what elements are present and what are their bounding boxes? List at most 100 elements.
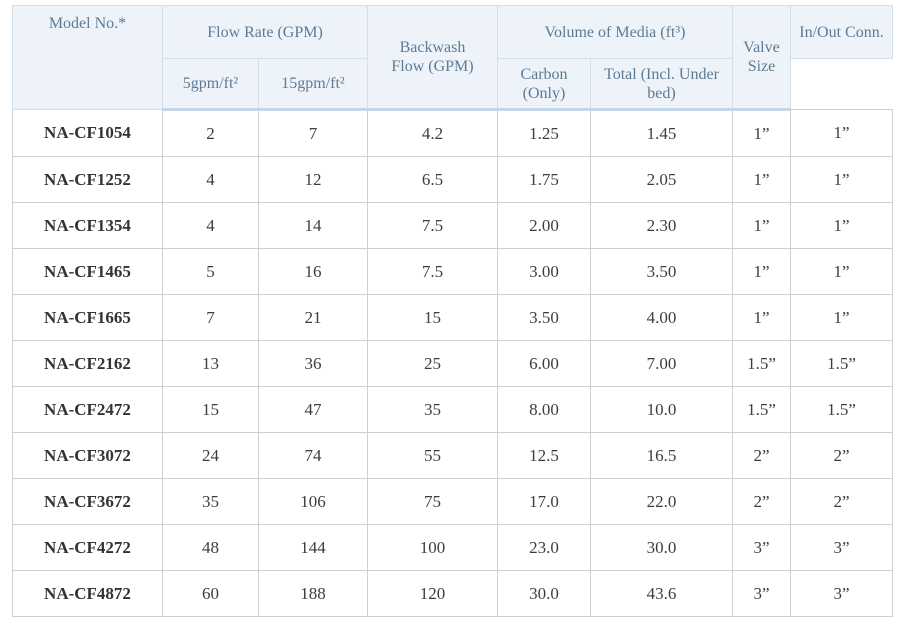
cell-flow-15: 74 [258,432,368,479]
cell-flow-15: 36 [258,340,368,387]
table-row: NA-CF2472 15 47 35 8.00 10.0 1.5” 1.5” [12,386,894,433]
cell-inout: 3” [790,524,894,571]
cell-flow-15: 14 [258,202,368,249]
cell-carbon: 2.00 [497,202,591,249]
cell-inout: 1” [790,156,894,203]
table-row: NA-CF4272 48 144 100 23.0 30.0 3” 3” [12,524,894,571]
cell-inout: 2” [790,478,894,525]
cell-carbon: 8.00 [497,386,591,433]
header-flow-5: 5gpm/ft² [162,58,259,111]
table-row: NA-CF3672 35 106 75 17.0 22.0 2” 2” [12,478,894,525]
cell-flow-15: 188 [258,570,368,617]
cell-carbon: 3.50 [497,294,591,341]
cell-model: NA-CF4272 [12,524,163,571]
header-model: Model No.* [12,5,163,110]
header-valve: Valve Size [732,5,792,111]
cell-total: 1.45 [589,109,734,157]
cell-flow-15: 7 [258,109,368,157]
cell-backwash: 7.5 [367,202,498,249]
cell-valve: 2” [732,478,792,525]
cell-total: 2.30 [589,202,734,249]
cell-flow-5: 35 [162,478,259,525]
cell-flow-15: 106 [258,478,368,525]
cell-model: NA-CF1354 [12,202,163,249]
header-backwash: Backwash Flow (GPM) [367,5,498,111]
cell-model: NA-CF1252 [12,156,163,203]
table-row: NA-CF1252 4 12 6.5 1.75 2.05 1” 1” [12,156,894,203]
header-carbon: Carbon (Only) [497,58,591,111]
cell-flow-5: 5 [162,248,259,295]
cell-model: NA-CF4872 [12,570,163,617]
specifications-table: Model No.* Flow Rate (GPM) Backwash Flow… [12,5,894,617]
cell-flow-5: 48 [162,524,259,571]
header-flow-15: 15gpm/ft² [258,58,368,111]
header-flow-rate: Flow Rate (GPM) [162,5,368,59]
cell-flow-15: 144 [258,524,368,571]
cell-valve: 3” [732,524,792,571]
cell-model: NA-CF1465 [12,248,163,295]
cell-flow-5: 2 [162,109,259,157]
header-blank [790,58,893,110]
table-row: NA-CF1465 5 16 7.5 3.00 3.50 1” 1” [12,248,894,295]
cell-valve: 1.5” [732,386,792,433]
header-total: Total (Incl. Under bed) [589,58,734,111]
cell-inout: 3” [790,570,894,617]
cell-total: 16.5 [589,432,734,479]
table-row: NA-CF1354 4 14 7.5 2.00 2.30 1” 1” [12,202,894,249]
cell-inout: 2” [790,432,894,479]
cell-valve: 1” [732,109,792,157]
header-volume: Volume of Media (ft³) [496,5,734,59]
cell-total: 43.6 [589,570,734,617]
cell-flow-15: 12 [258,156,368,203]
cell-model: NA-CF1665 [12,294,163,341]
cell-inout: 1” [790,248,894,295]
cell-total: 2.05 [589,156,734,203]
cell-carbon: 3.00 [497,248,591,295]
cell-total: 30.0 [589,524,734,571]
cell-valve: 3” [732,570,792,617]
cell-carbon: 1.75 [497,156,591,203]
cell-backwash: 25 [367,340,498,387]
cell-flow-5: 4 [162,202,259,249]
table-row: NA-CF2162 13 36 25 6.00 7.00 1.5” 1.5” [12,340,894,387]
cell-inout: 1.5” [790,340,894,387]
table-row: NA-CF3072 24 74 55 12.5 16.5 2” 2” [12,432,894,479]
cell-valve: 1” [732,202,792,249]
cell-flow-15: 16 [258,248,368,295]
cell-valve: 2” [732,432,792,479]
cell-total: 22.0 [589,478,734,525]
cell-flow-5: 4 [162,156,259,203]
cell-backwash: 100 [367,524,498,571]
cell-model: NA-CF1054 [12,109,163,157]
table-row: NA-CF1054 2 7 4.2 1.25 1.45 1” 1” [12,109,894,157]
cell-carbon: 30.0 [497,570,591,617]
cell-total: 4.00 [589,294,734,341]
cell-inout: 1” [790,109,894,157]
cell-valve: 1.5” [732,340,792,387]
cell-total: 7.00 [589,340,734,387]
cell-inout: 1.5” [790,386,894,433]
cell-carbon: 23.0 [497,524,591,571]
header-inout: In/Out Conn. [790,5,894,59]
cell-model: NA-CF3672 [12,478,163,525]
cell-total: 10.0 [589,386,734,433]
cell-model: NA-CF2162 [12,340,163,387]
cell-valve: 1” [732,294,792,341]
cell-backwash: 15 [367,294,498,341]
cell-flow-5: 24 [162,432,259,479]
cell-carbon: 1.25 [497,109,591,157]
cell-flow-5: 15 [162,386,259,433]
cell-valve: 1” [732,156,792,203]
cell-model: NA-CF2472 [12,386,163,433]
header-backwash-label: Backwash Flow (GPM) [391,39,474,75]
cell-flow-5: 7 [162,294,259,341]
cell-backwash: 7.5 [367,248,498,295]
table-row: NA-CF1665 7 21 15 3.50 4.00 1” 1” [12,294,894,341]
cell-carbon: 17.0 [497,478,591,525]
cell-backwash: 35 [367,386,498,433]
table-row: NA-CF4872 60 188 120 30.0 43.6 3” 3” [12,570,894,617]
cell-flow-5: 13 [162,340,259,387]
cell-valve: 1” [732,248,792,295]
cell-carbon: 6.00 [497,340,591,387]
header-total-label: Total (Incl. Under bed) [604,65,719,102]
